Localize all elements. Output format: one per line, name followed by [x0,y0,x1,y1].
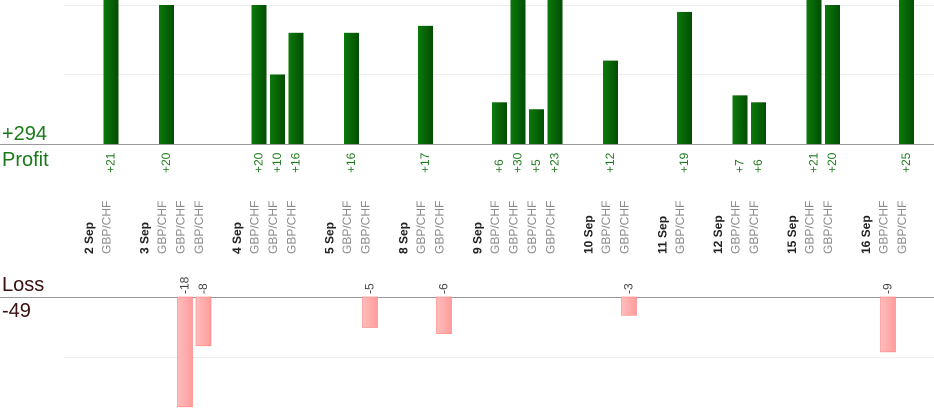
pair-label: GBP/CHF [877,201,891,254]
pair-label: GBP/CHF [285,201,299,254]
date-label: 12 Sep [711,215,725,254]
profit-value-label: +25 [899,152,913,173]
date-label: 8 Sep [397,222,411,254]
profit-bar [510,0,526,144]
profit-value-label: +21 [104,152,118,173]
loss-bars [177,296,896,408]
profit-value-label: +23 [548,152,562,173]
pair-label: GBP/CHF [803,201,817,254]
pair-label: GBP/CHF [599,201,613,254]
date-label: 16 Sep [859,215,873,254]
pair-label: GBP/CHF [488,201,502,254]
date-label: 11 Sep [656,216,670,254]
profit-bar [751,102,766,144]
loss-value-label: -3 [622,283,636,294]
profit-value-label: +20 [825,152,839,173]
profit-value-label: +7 [733,159,747,173]
profit-value-label: +30 [511,152,525,173]
profit-bar [344,32,359,144]
loss-value-label: -18 [178,276,192,294]
profit-bar [677,11,692,145]
value-labels: +21 +20 -18 -8 +20 +10 +16 +16 -5 +17 -6 +6 +30 +5 +23… [104,152,914,294]
profit-bar [251,5,267,144]
pair-label: GBP/CHF [507,201,521,254]
loss-value-label: -6 [437,283,451,294]
loss-value-label: -8 [196,283,210,294]
profit-bar [288,32,304,144]
date-label: 9 Sep [471,222,485,254]
category-labels: 2 Sep GBP/CHF 3 Sep GBP/CHF GBP/CHF GBP/CHF 4 … [82,201,909,254]
profit-bar [418,25,433,145]
loss-bar [195,296,212,347]
profit-title: Profit [2,149,49,171]
pair-label: GBP/CHF [414,201,428,254]
profit-value-label: +6 [492,159,506,173]
profit-bar [806,0,822,144]
profit-value-label: +10 [270,152,284,173]
pair-label: GBP/CHF [729,201,743,254]
date-label: 15 Sep [785,215,799,254]
pair-label: GBP/CHF [192,201,206,254]
profit-value-label: +6 [751,159,765,173]
profit-bars [103,0,914,145]
pair-label: GBP/CHF [433,201,447,254]
pair-label: GBP/CHF [174,201,188,254]
loss-bar [436,296,452,334]
profit-value-label: +19 [677,152,691,173]
pair-label: GBP/CHF [544,201,558,254]
pair-label: GBP/CHF [359,201,373,254]
pair-label: GBP/CHF [821,201,835,254]
loss-title: Loss [2,274,44,296]
loss-value-label: -9 [881,283,895,294]
pair-label: GBP/CHF [618,201,632,254]
profit-value-label: +16 [344,152,358,173]
loss-bar [880,296,896,353]
pair-label: GBP/CHF [100,201,114,254]
profit-value-label: +17 [418,152,432,173]
loss-bar [177,296,193,408]
profit-value-label: +12 [603,152,617,173]
profit-bar [547,0,563,145]
profit-bar [825,5,840,144]
profit-value-label: +21 [807,152,821,173]
pair-label: GBP/CHF [248,201,262,254]
profit-total: +294 [2,123,47,145]
profit-bar [159,5,174,144]
date-label: 3 Sep [138,222,152,254]
profit-bar [603,60,618,144]
loss-total: -49 [2,300,31,322]
loss-value-label: -5 [363,283,377,294]
profit-bar [270,74,285,144]
profit-value-label: +20 [252,152,266,173]
profit-value-label: +16 [289,152,303,173]
profit-bar [529,109,544,144]
pair-label: GBP/CHF [340,201,354,254]
date-label: 4 Sep [230,222,244,254]
date-label: 5 Sep [323,222,337,254]
loss-bar [362,296,378,328]
pair-label: GBP/CHF [266,201,280,254]
pair-label: GBP/CHF [895,201,909,254]
profit-bar [899,0,914,144]
profit-bar [103,0,119,144]
profit-value-label: +5 [529,159,543,173]
loss-bar [621,296,637,316]
profit-bar [732,95,748,144]
profit-bar [492,102,507,144]
profit-value-label: +20 [159,152,173,173]
pair-label: GBP/CHF [525,201,539,254]
date-label: 2 Sep [82,222,96,254]
gridlines [0,5,934,358]
pair-label: GBP/CHF [155,201,169,254]
pair-label: GBP/CHF [747,201,761,254]
pair-label: GBP/CHF [673,201,687,254]
date-label: 10 Sep [582,215,596,254]
